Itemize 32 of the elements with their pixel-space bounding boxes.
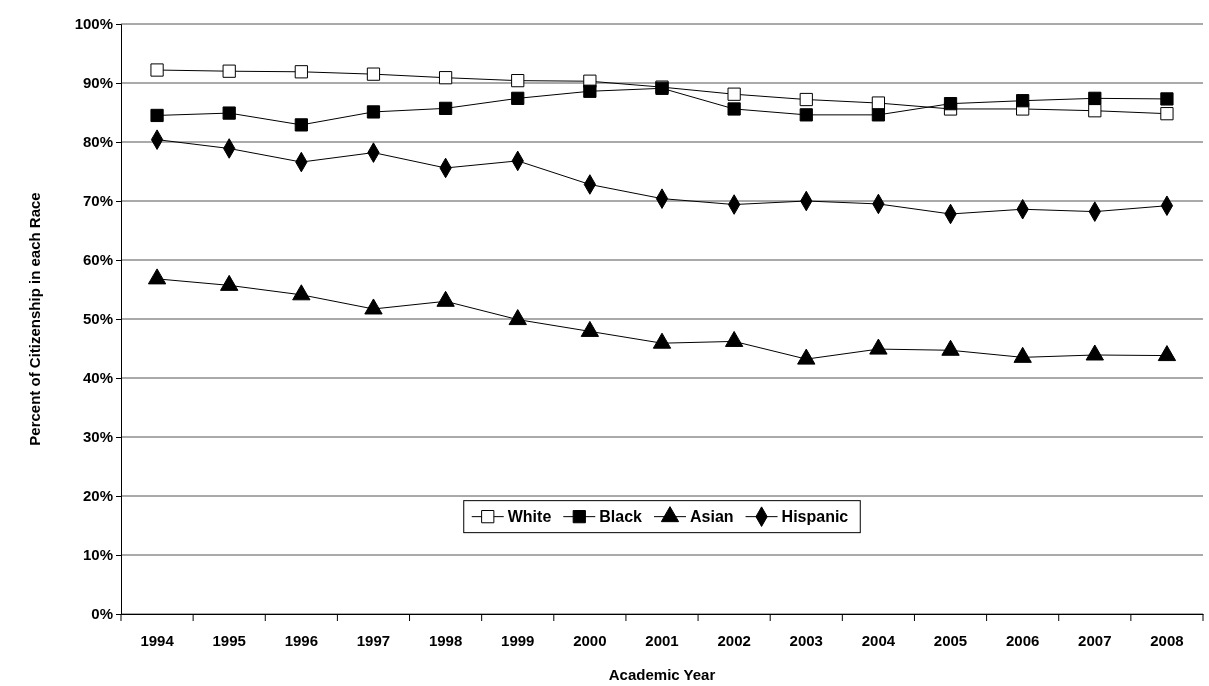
x-tick-label: 2001 [645,631,679,649]
x-tick-label: 2006 [1005,631,1040,649]
y-tick-label: 20% [82,487,113,505]
legend-label: Black [599,508,643,526]
x-tick-label: 2008 [1150,631,1184,649]
x-tick-label: 2005 [933,631,968,649]
x-tick-label: 2007 [1078,631,1112,649]
y-tick-label: 30% [82,428,113,446]
x-axis-title: Academic Year [608,666,716,683]
x-tick-label: 1994 [140,631,175,649]
x-tick-label: 1997 [356,631,391,649]
x-tick-label: 1995 [212,631,246,649]
y-tick-label: 0% [91,605,113,623]
x-tick-label: 1998 [428,631,463,649]
y-tick-label: 50% [82,310,113,328]
x-tick-label: 2004 [861,631,896,649]
x-tick-label: 1999 [501,631,535,649]
x-tick-label: 2000 [573,631,607,649]
y-tick-label: 40% [82,369,113,387]
y-tick-label: 70% [82,192,113,210]
y-tick-label: 10% [82,546,113,564]
x-tick-label: 2003 [789,631,823,649]
y-axis-title: Percent of Citizenship in each Race [26,192,43,446]
legend-label: Asian [689,508,734,526]
legend-label: White [507,508,552,526]
x-tick-label: 2002 [717,631,751,649]
y-tick-label: 60% [82,251,113,269]
x-tick-label: 1996 [284,631,319,649]
y-tick-label: 90% [82,74,113,92]
y-tick-label: 80% [82,133,113,151]
y-tick-label: 100% [74,15,113,33]
legend-label: Hispanic [781,508,849,526]
